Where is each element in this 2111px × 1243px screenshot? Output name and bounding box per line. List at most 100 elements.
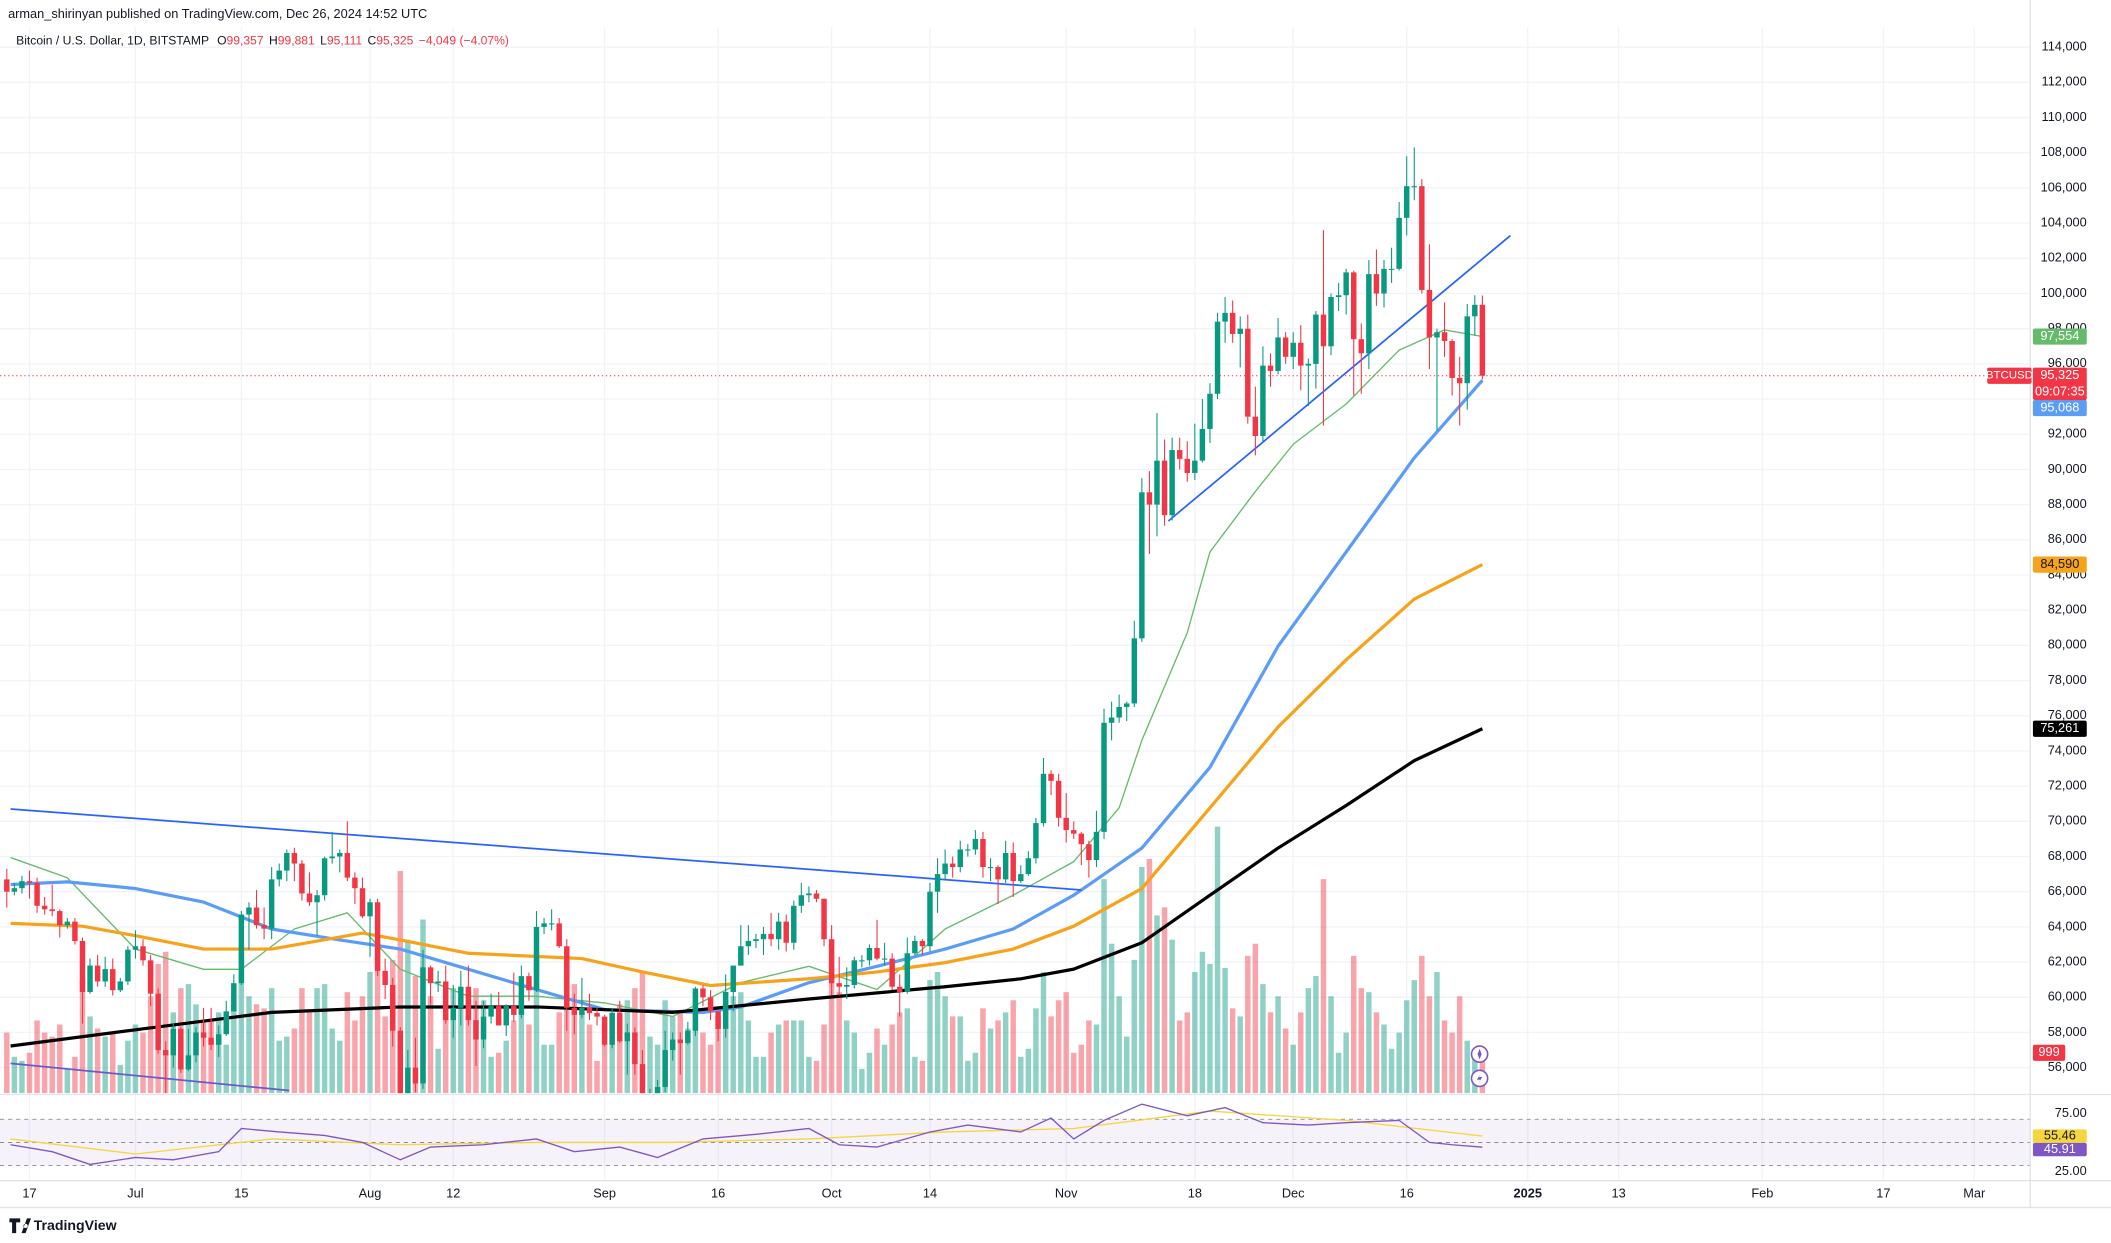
candle-body (1441, 332, 1448, 341)
volume-bar (980, 1008, 986, 1094)
rsi-band (0, 1119, 2031, 1166)
volume-bar (1184, 1012, 1190, 1094)
legend-key: L (320, 34, 327, 48)
volume-bar (927, 980, 933, 1094)
candle-body (1434, 332, 1440, 338)
candle-body (314, 895, 320, 903)
volume-bar (465, 992, 472, 1094)
volume-bar (722, 1000, 729, 1094)
x-tick-label: Aug (359, 1186, 382, 1201)
y-tick-label: 66,000 (2048, 883, 2087, 898)
candle-body (942, 863, 948, 875)
volume-bar (1328, 996, 1334, 1094)
volume-bar (654, 1044, 661, 1094)
volume-bar (1464, 1040, 1470, 1094)
volume-bar (87, 1016, 93, 1094)
volume-bar (1434, 971, 1440, 1094)
volume-bar (253, 1004, 260, 1094)
volume-bar (1010, 1000, 1016, 1094)
candle-body (1033, 823, 1039, 859)
x-tick-label: 17 (22, 1186, 36, 1201)
candle-body (760, 933, 767, 940)
candle-body (72, 921, 78, 941)
volume-bar (1108, 943, 1115, 1094)
candle-body (1351, 272, 1357, 340)
volume-bar (1343, 1032, 1349, 1094)
candle-body (609, 1013, 615, 1045)
volume-bar (987, 1028, 994, 1094)
candle-body (1154, 460, 1160, 505)
volume-bar (125, 1040, 131, 1094)
volume-bar (775, 1024, 782, 1094)
candle-body (246, 907, 252, 915)
volume-bar (1146, 858, 1153, 1094)
volume-bar (450, 988, 456, 1094)
volume-bar (117, 1064, 124, 1094)
x-tick-label: 14 (923, 1186, 937, 1201)
y-tick-label: 72,000 (2048, 778, 2087, 793)
legend-value: 95,325 (376, 34, 413, 48)
volume-label: 999 (2038, 1044, 2059, 1059)
volume-bar (49, 1036, 55, 1094)
candle-body (1010, 852, 1016, 882)
candle-body (1456, 377, 1463, 384)
volume-bar (768, 1032, 774, 1094)
candle-body (94, 965, 101, 982)
ma-label-box (2032, 399, 2087, 417)
x-tick-label: 17 (1876, 1186, 1890, 1201)
candle-body (352, 877, 358, 889)
volume-bar (306, 1012, 313, 1094)
volume-bar (783, 1020, 789, 1094)
x-tick-label: Dec (1282, 1186, 1305, 1201)
candle-body (215, 1034, 222, 1045)
candle-body (140, 946, 146, 961)
volume-bar (223, 1044, 229, 1094)
candle-body (79, 940, 86, 992)
candle-body (321, 858, 328, 896)
volume-bar (1252, 943, 1259, 1094)
candle-body (1131, 638, 1138, 704)
volume-bar (352, 1020, 358, 1094)
candle-body (450, 1007, 456, 1021)
candle-body (465, 986, 472, 1021)
candle-body (155, 993, 161, 1051)
volume-bar (1275, 996, 1281, 1094)
volume-bar (57, 1024, 63, 1094)
candle-body (306, 893, 313, 903)
moving-average (10, 563, 1484, 988)
y-tick-label: 70,000 (2048, 813, 2087, 828)
candle-body (261, 925, 267, 929)
volume-bar (299, 988, 305, 1094)
rsi-tick-label: 25.00 (2055, 1163, 2087, 1178)
volume-bar (337, 1040, 343, 1094)
candle-body (1366, 274, 1372, 354)
volume-bar (1381, 1024, 1387, 1094)
candle-body (1328, 297, 1334, 347)
candle-body (442, 981, 449, 1021)
volume-bar (866, 1052, 873, 1094)
candle-body (420, 967, 426, 1084)
volume-bar (276, 1040, 282, 1094)
candle-body (64, 921, 71, 926)
rsi-label: 55.46 (2044, 1127, 2076, 1142)
y-tick-label: 108,000 (2041, 144, 2087, 159)
candle-body (753, 939, 759, 941)
volume-bar (1048, 1016, 1054, 1094)
volume-bar (405, 939, 411, 1094)
candle-body (738, 946, 744, 966)
volume-bar (556, 1012, 562, 1094)
candle-body (836, 983, 842, 987)
candle-body (231, 983, 237, 1012)
candle-body (11, 888, 18, 892)
candle-body (1139, 492, 1145, 639)
candle-body (745, 940, 752, 947)
volume-bar (1267, 1012, 1274, 1094)
volume-bar (367, 971, 373, 1094)
candle-body (851, 960, 858, 985)
candle-body (1358, 339, 1365, 354)
volume-bar (19, 1060, 25, 1094)
legend-key: H (269, 34, 278, 48)
x-tick-label: Nov (1055, 1186, 1078, 1201)
candle-body (503, 1006, 509, 1026)
